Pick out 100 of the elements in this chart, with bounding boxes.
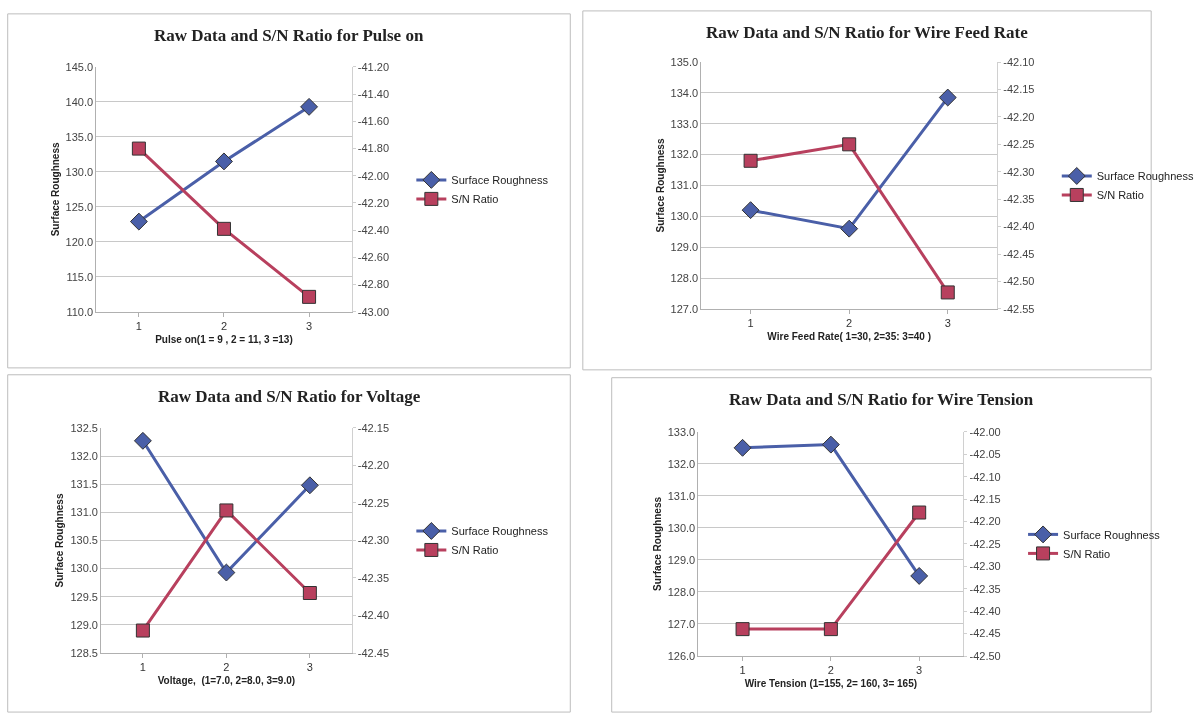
y-axis-title: Surface Roughness (54, 493, 66, 588)
y2-tick-label: -42.20 (357, 196, 390, 209)
y-tick-label: 129.0 (70, 618, 98, 631)
y2-tick-label: -42.45 (969, 627, 1001, 640)
y-tick-label: 135.0 (670, 55, 699, 68)
legend-label: S/N Ratio (1096, 189, 1144, 202)
y2-tick-label: -42.00 (357, 169, 390, 182)
point (733, 438, 752, 457)
y2-tick-label: -42.35 (969, 582, 1001, 595)
legend-label: S/N Ratio (1063, 547, 1111, 560)
y2-tick-label: -42.35 (357, 571, 390, 584)
point (302, 586, 317, 601)
chart-title: Raw Data and S/N Ratio for Wire Feed Rate (706, 23, 1029, 42)
y-tick-label: 132.0 (667, 457, 696, 470)
y-tick-label: 125.0 (65, 200, 94, 213)
x-tick-label: 3 (944, 317, 951, 330)
y2-tick-label: -42.55 (1003, 302, 1035, 315)
y2-tick-label: -42.25 (357, 496, 390, 509)
y2-tick-label: -41.80 (357, 142, 390, 155)
point (300, 476, 319, 495)
legend-label: Surface Roughness (451, 525, 549, 538)
y-tick-label: 127.0 (670, 302, 699, 315)
y2-tick-label: -42.20 (969, 515, 1001, 528)
y-tick-label: 145.0 (65, 60, 94, 73)
y-tick-label: 127.0 (667, 617, 696, 630)
y2-tick-label: -42.10 (1003, 55, 1035, 68)
y2-tick-label: -42.20 (1003, 110, 1035, 123)
point (938, 88, 957, 107)
y2-tick-label: -42.40 (1003, 220, 1035, 233)
point (219, 503, 234, 518)
point (129, 212, 148, 231)
y-tick-label: 132.0 (670, 148, 699, 161)
y2-tick-label: -42.80 (357, 278, 390, 291)
y2-tick-label: -42.10 (969, 470, 1001, 483)
y2-tick-label: -42.50 (969, 649, 1001, 662)
point (217, 563, 236, 582)
legend-label: S/N Ratio (451, 544, 499, 557)
legend-label: Surface Roughness (451, 174, 549, 187)
y2-tick-label: -42.15 (1003, 83, 1035, 96)
x-tick-label: 3 (306, 661, 313, 674)
y2-tick-label: -41.40 (357, 88, 390, 101)
y-tick-label: 129.0 (670, 241, 699, 254)
legend-label: Surface Roughness (1063, 528, 1161, 541)
chart-title: Raw Data and S/N Ratio for Voltage (158, 387, 421, 406)
y-tick-label: 140.0 (65, 95, 94, 108)
point (302, 289, 317, 304)
point (842, 137, 857, 152)
y-tick-label: 132.0 (70, 449, 98, 462)
x-tick-label: 2 (223, 661, 230, 674)
point (135, 623, 150, 638)
y-tick-label: 131.0 (70, 506, 98, 519)
x-tick-label: 1 (739, 664, 746, 677)
y-tick-label: 115.0 (66, 270, 94, 283)
y2-tick-label: -41.60 (357, 115, 390, 128)
x-tick-label: 3 (306, 320, 313, 333)
point (131, 141, 146, 156)
y2-tick-label: -42.30 (969, 560, 1001, 573)
y-tick-label: 128.0 (670, 271, 699, 284)
y-tick-label: 130.5 (70, 534, 98, 547)
y2-tick-label: -42.60 (357, 251, 390, 264)
x-tick-label: 2 (827, 664, 834, 677)
x-axis-title: Wire Feed Rate( 1=30, 2=35: 3=40 ) (767, 330, 931, 342)
legend-label: Surface Roughness (1096, 170, 1194, 183)
y2-tick-label: -42.15 (969, 492, 1001, 505)
y2-tick-label: -42.40 (357, 224, 390, 237)
y-tick-label: 120.0 (65, 235, 94, 248)
chart-title: Raw Data and S/N Ratio for Pulse on (154, 26, 424, 45)
x-tick-label: 2 (220, 320, 228, 333)
y2-tick-label: -42.30 (1003, 165, 1035, 178)
y2-tick-label: -42.45 (357, 646, 390, 659)
y-tick-label: 130.0 (70, 562, 98, 575)
y-tick-label: 131.0 (670, 179, 699, 192)
y2-tick-label: -42.00 (969, 425, 1001, 438)
y-tick-label: 128.0 (667, 585, 696, 598)
y2-tick-label: -41.20 (357, 60, 390, 73)
x-tick-label: 1 (135, 320, 142, 333)
y-tick-label: 131.5 (70, 478, 98, 491)
point (741, 201, 760, 220)
point (743, 153, 758, 168)
y2-tick-label: -42.40 (357, 609, 390, 622)
y-tick-label: 134.0 (670, 86, 699, 99)
y-tick-label: 130.0 (65, 165, 94, 178)
point (215, 152, 233, 171)
point (300, 97, 319, 116)
y-tick-label: 132.5 (70, 421, 98, 434)
y2-tick-label: -42.15 (357, 421, 390, 434)
point (910, 566, 929, 585)
y2-tick-label: -42.05 (969, 448, 1001, 461)
point (216, 221, 231, 236)
point (940, 285, 955, 300)
y-tick-label: 128.5 (70, 646, 98, 659)
y2-tick-label: -42.40 (969, 605, 1001, 618)
y-tick-label: 133.0 (667, 425, 696, 438)
y-tick-label: 131.0 (667, 489, 696, 502)
point (133, 431, 152, 450)
y2-tick-label: -42.20 (357, 459, 390, 472)
y2-tick-label: -42.50 (1003, 275, 1035, 288)
legend-label: S/N Ratio (451, 193, 499, 206)
x-axis-title: Voltage, (1=7.0, 2=8.0, 3=9.0) (157, 674, 296, 686)
y-tick-label: 129.5 (70, 590, 98, 603)
